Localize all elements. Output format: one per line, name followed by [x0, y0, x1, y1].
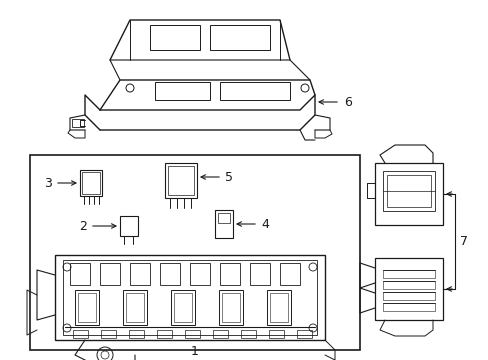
Bar	[171, 290, 195, 325]
Bar	[209, 25, 269, 50]
Bar	[222, 293, 240, 322]
Bar	[101, 330, 116, 338]
Bar	[164, 163, 197, 198]
Bar	[155, 82, 209, 100]
Bar	[190, 263, 209, 285]
Bar	[268, 330, 284, 338]
Bar	[72, 119, 84, 127]
Bar	[213, 330, 227, 338]
Bar	[160, 263, 180, 285]
Bar	[80, 170, 102, 196]
Bar	[249, 263, 269, 285]
Bar	[78, 293, 96, 322]
Bar	[82, 172, 100, 194]
Bar	[219, 290, 243, 325]
Text: 3: 3	[44, 176, 52, 189]
Bar	[73, 330, 88, 338]
Bar	[269, 293, 287, 322]
Bar	[218, 213, 229, 223]
Bar	[382, 270, 434, 278]
Bar	[220, 263, 240, 285]
Text: 2: 2	[79, 220, 87, 233]
Bar	[382, 171, 434, 211]
Bar	[126, 293, 143, 322]
Bar	[220, 82, 289, 100]
Text: 5: 5	[224, 171, 232, 184]
Bar	[150, 25, 200, 50]
Bar	[374, 163, 442, 225]
Bar	[382, 292, 434, 300]
Text: 6: 6	[343, 95, 351, 108]
Bar	[130, 263, 150, 285]
Bar	[55, 255, 325, 340]
Bar	[75, 290, 99, 325]
Bar	[70, 263, 90, 285]
Bar	[386, 175, 430, 207]
Bar	[157, 330, 172, 338]
Text: 4: 4	[261, 217, 268, 230]
Bar	[241, 330, 256, 338]
Bar	[174, 293, 192, 322]
Bar	[280, 263, 299, 285]
Bar	[63, 260, 316, 335]
Bar	[215, 210, 232, 238]
Bar	[374, 258, 442, 320]
Bar	[30, 155, 359, 350]
Text: 7: 7	[459, 234, 467, 248]
Bar	[123, 290, 147, 325]
Bar	[168, 166, 194, 195]
Bar	[266, 290, 290, 325]
Bar	[296, 330, 311, 338]
Text: 1: 1	[191, 345, 199, 358]
Bar	[129, 330, 143, 338]
Bar	[184, 330, 200, 338]
Bar	[120, 216, 138, 236]
Bar	[100, 263, 120, 285]
Bar	[382, 281, 434, 289]
Bar	[382, 303, 434, 311]
